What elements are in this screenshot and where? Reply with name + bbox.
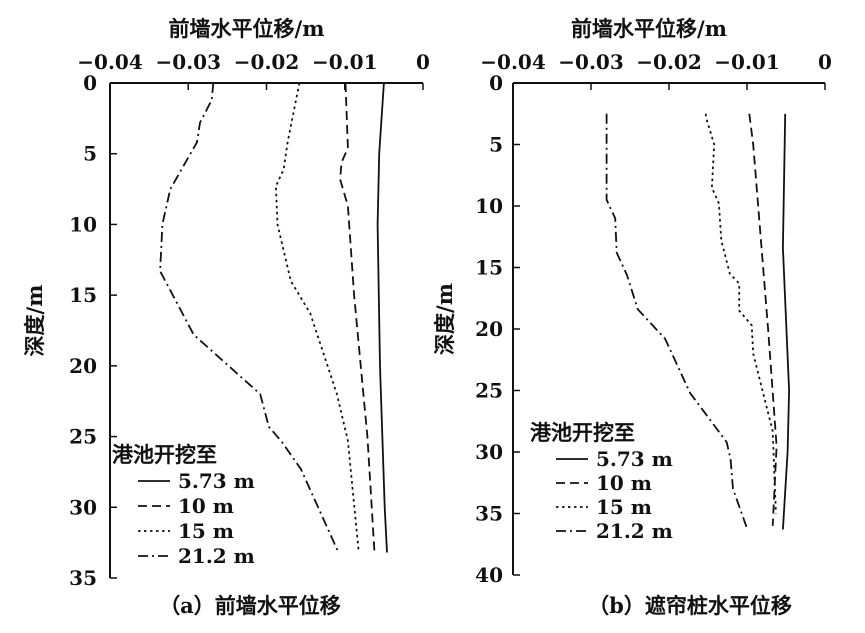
legend-label: 15 m (178, 519, 234, 543)
x-tick-label: −0.02 (234, 50, 299, 74)
panel-b: −0.04 −0.03 −0.02 −0.01 0 0 5 10 15 20 25 30 35 40 前墙水… (432, 16, 832, 618)
series-line-15-m (274, 82, 360, 553)
x-tick-label: 0 (416, 50, 430, 74)
y-tick-label: 25 (69, 425, 97, 449)
y-tick-label: 30 (69, 495, 97, 519)
legend-label: 21.2 m (178, 544, 255, 568)
y-tick-label: 5 (83, 142, 97, 166)
legend-label: 10 m (596, 471, 652, 495)
y-axis-title: 深度/m (22, 285, 47, 357)
x-axis-title: 前墙水平位移/m (571, 16, 727, 41)
y-tick-label: 20 (69, 354, 97, 378)
legend-label: 10 m (178, 494, 234, 518)
x-tick-label: −0.01 (312, 50, 377, 74)
panel-caption: （a）前墙水平位移 (159, 593, 341, 618)
x-tick-label: −0.03 (156, 50, 221, 74)
y-tick-label: 25 (475, 379, 503, 403)
y-tick-label: 15 (475, 256, 503, 280)
x-tick-label: −0.04 (480, 50, 546, 74)
legend-title: 港池开挖至 (530, 420, 635, 445)
legend-label: 15 m (596, 495, 652, 519)
y-tick-label: 0 (83, 71, 97, 95)
y-tick-label: 35 (475, 502, 503, 526)
legend-title: 港池开挖至 (112, 442, 217, 467)
y-tick-label: 20 (475, 317, 503, 341)
panel-caption: （b）遮帘桩水平位移 (588, 593, 792, 618)
series-line-10-m (339, 82, 376, 553)
series-line-5-73-m (781, 113, 791, 530)
y-axis-title: 深度/m (432, 283, 457, 355)
x-tick-label: −0.03 (558, 50, 623, 74)
y-tick-label: 35 (69, 566, 97, 590)
x-tick-label: −0.01 (714, 50, 779, 74)
panel-a: −0.04 −0.03 −0.02 −0.01 0 0 5 10 15 20 25 30 35 前墙水平位… (22, 16, 430, 618)
x-tick-label: −0.04 (77, 50, 143, 74)
series-line-10-m (748, 113, 778, 526)
series-line-5-73-m (376, 82, 388, 553)
series-line-21-2-m (159, 82, 340, 553)
y-tick-label: 0 (489, 71, 503, 95)
y-tick-label: 40 (475, 563, 503, 587)
y-tick-label: 15 (69, 283, 97, 307)
legend-label: 5.73 m (178, 469, 255, 493)
y-tick-label: 5 (489, 133, 503, 157)
legend-label: 5.73 m (596, 447, 673, 471)
x-axis-title: 前墙水平位移/m (169, 16, 325, 41)
y-tick-label: 10 (475, 194, 503, 218)
series-line-21-2-m (605, 113, 748, 529)
series-line-15-m (704, 113, 777, 514)
x-tick-label: −0.02 (636, 50, 701, 74)
legend-label: 21.2 m (596, 519, 673, 543)
x-tick-label: 0 (818, 50, 832, 74)
y-tick-label: 30 (475, 440, 503, 464)
y-tick-label: 10 (69, 212, 97, 236)
